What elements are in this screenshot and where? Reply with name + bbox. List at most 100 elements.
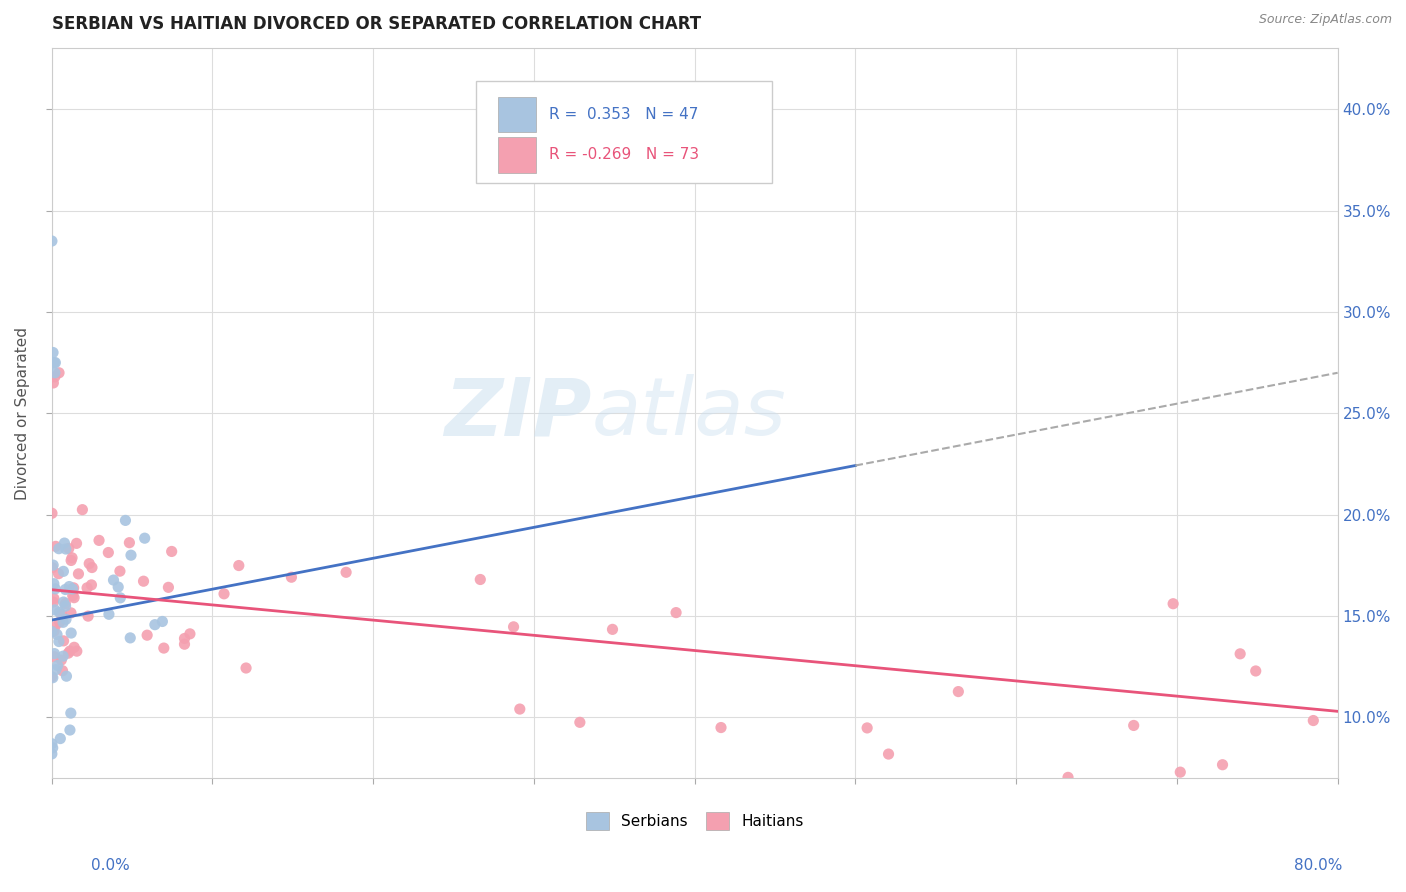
Point — [173, 632, 195, 646]
Point — [51, 607, 73, 622]
FancyBboxPatch shape — [498, 97, 537, 132]
Point — [1244, 664, 1267, 678]
Point — [52, 615, 75, 630]
Point — [62, 589, 84, 603]
Point — [134, 531, 156, 545]
Point — [60, 626, 83, 640]
Point — [235, 661, 257, 675]
Point — [1057, 770, 1080, 784]
Text: 80.0%: 80.0% — [1295, 858, 1343, 873]
Point — [77, 609, 100, 624]
Point — [509, 702, 531, 716]
Point — [52, 649, 75, 664]
Point — [856, 721, 879, 735]
Point — [55, 612, 77, 626]
Point — [41, 234, 63, 248]
Point — [41, 747, 63, 761]
Point — [45, 540, 67, 554]
Point — [72, 502, 94, 516]
Text: R =  0.353   N = 47: R = 0.353 N = 47 — [550, 107, 699, 121]
Point — [55, 541, 77, 556]
Point — [80, 560, 103, 574]
Point — [46, 658, 69, 673]
Point — [44, 369, 66, 384]
Point — [44, 582, 66, 596]
Point — [41, 506, 63, 520]
Point — [568, 715, 591, 730]
Point — [59, 706, 82, 720]
Point — [44, 366, 66, 380]
Point — [48, 366, 70, 380]
Point — [48, 634, 70, 648]
Point — [132, 574, 155, 589]
Point — [103, 573, 125, 587]
Point — [62, 582, 84, 596]
Point — [41, 740, 63, 755]
Point — [42, 558, 65, 573]
Point — [53, 536, 76, 550]
Point — [120, 631, 142, 645]
Text: R = -0.269   N = 73: R = -0.269 N = 73 — [550, 147, 699, 161]
Point — [42, 576, 65, 591]
Point — [58, 580, 80, 594]
Point — [42, 591, 65, 606]
Point — [87, 533, 110, 548]
Point — [41, 737, 63, 751]
Point — [228, 558, 250, 573]
Text: 0.0%: 0.0% — [91, 858, 131, 873]
Text: atlas: atlas — [592, 375, 786, 452]
Point — [42, 595, 65, 609]
FancyBboxPatch shape — [477, 81, 772, 184]
Point — [48, 566, 70, 581]
Point — [44, 649, 66, 664]
Point — [52, 565, 75, 579]
Point — [602, 623, 624, 637]
Point — [42, 624, 65, 639]
Point — [1229, 647, 1251, 661]
Point — [44, 620, 66, 634]
Point — [280, 570, 302, 584]
Point — [51, 664, 73, 678]
Point — [55, 669, 77, 683]
Point — [212, 587, 235, 601]
Point — [1122, 718, 1144, 732]
Point — [42, 345, 65, 359]
Point — [110, 591, 132, 605]
Point — [67, 566, 90, 581]
Text: ZIP: ZIP — [444, 375, 592, 452]
Point — [59, 606, 82, 620]
Point — [153, 641, 176, 656]
Point — [66, 644, 89, 658]
Point — [877, 747, 900, 761]
Point — [63, 640, 86, 655]
Point — [45, 663, 67, 677]
Point — [665, 606, 688, 620]
Point — [41, 670, 63, 684]
Point — [97, 545, 120, 559]
Point — [44, 603, 66, 617]
Y-axis label: Divorced or Separated: Divorced or Separated — [15, 326, 30, 500]
Point — [41, 560, 63, 574]
Point — [51, 653, 73, 667]
Point — [108, 564, 131, 578]
Point — [49, 731, 72, 746]
Point — [60, 553, 83, 567]
Point — [58, 646, 80, 660]
Point — [48, 615, 70, 629]
Point — [52, 595, 75, 609]
Point — [46, 627, 69, 641]
Point — [80, 578, 103, 592]
Point — [470, 573, 492, 587]
Point — [41, 624, 63, 639]
FancyBboxPatch shape — [498, 137, 537, 172]
Point — [44, 356, 66, 370]
Point — [42, 376, 65, 390]
Point — [53, 582, 76, 597]
Point — [48, 541, 70, 556]
Point — [114, 513, 136, 527]
Point — [160, 544, 183, 558]
Point — [44, 647, 66, 661]
Legend: Serbians, Haitians: Serbians, Haitians — [579, 805, 810, 837]
Point — [118, 535, 141, 549]
Point — [136, 628, 159, 642]
